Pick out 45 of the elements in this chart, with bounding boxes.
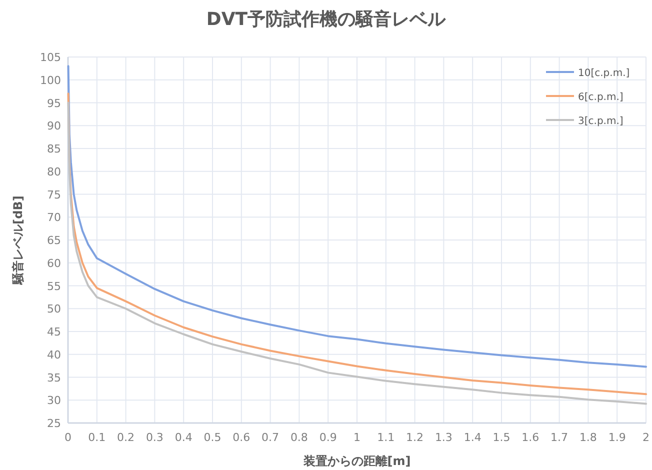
y-tick-label: 50 (47, 302, 61, 316)
x-tick-label: 0.3 (146, 431, 164, 444)
legend-label: 3[c.p.m.] (578, 116, 624, 127)
y-tick-label: 35 (47, 371, 61, 384)
legend-label: 10[c.p.m.] (578, 68, 630, 79)
y-tick-label: 105 (40, 51, 61, 64)
y-tick-label: 55 (47, 280, 61, 293)
y-tick-label: 60 (47, 256, 61, 270)
chart-title: DVT予防試作機の騒音レベル (206, 9, 447, 30)
x-tick-label: 0.6 (232, 431, 250, 444)
y-tick-label: 30 (47, 394, 61, 408)
x-tick-label: 0.4 (174, 431, 192, 444)
y-tick-label: 45 (47, 326, 61, 338)
y-tick-label: 85 (47, 142, 61, 156)
x-tick-label: 1.9 (608, 431, 626, 444)
x-tick-label: 0.1 (88, 431, 106, 444)
x-tick-label: 1.6 (522, 431, 540, 444)
x-tick-label: 0.8 (290, 431, 308, 444)
line-series (67, 65, 647, 368)
x-tick-label: 0.7 (262, 431, 280, 444)
x-tick-label: 1.8 (579, 431, 597, 444)
y-tick-label: 25 (47, 417, 61, 430)
x-tick-label: 1.5 (492, 431, 510, 444)
y-tick-label: 100 (40, 74, 61, 87)
y-tick-label: 40 (47, 348, 61, 362)
y-tick-label: 95 (47, 96, 61, 110)
x-tick-label: 1 (354, 431, 360, 444)
y-tick-label: 65 (47, 234, 61, 247)
x-tick-label: 2 (642, 431, 650, 444)
x-tick-label: 1.2 (406, 431, 424, 444)
y-tick-label: 80 (47, 165, 61, 178)
legend-label: 6[c.p.m.] (578, 92, 624, 103)
y-tick-label: 90 (47, 120, 61, 133)
y-tick-label: 75 (47, 188, 61, 202)
y-tick-label: 70 (47, 211, 61, 224)
x-tick-label: 1.7 (550, 431, 568, 444)
x-axis-title: 装置からの距離[m] (302, 454, 411, 468)
y-axis-title: 騒音レベル[dB] (11, 196, 25, 286)
x-tick-label: 1.4 (464, 431, 482, 444)
x-tick-label: 1.3 (434, 431, 452, 444)
x-tick-label: 0.5 (204, 431, 222, 444)
x-tick-label: 0.9 (319, 431, 337, 444)
x-tick-label: 0.2 (117, 431, 135, 444)
x-tick-label: 1.1 (377, 431, 395, 444)
x-tick-label: 0 (64, 431, 72, 444)
